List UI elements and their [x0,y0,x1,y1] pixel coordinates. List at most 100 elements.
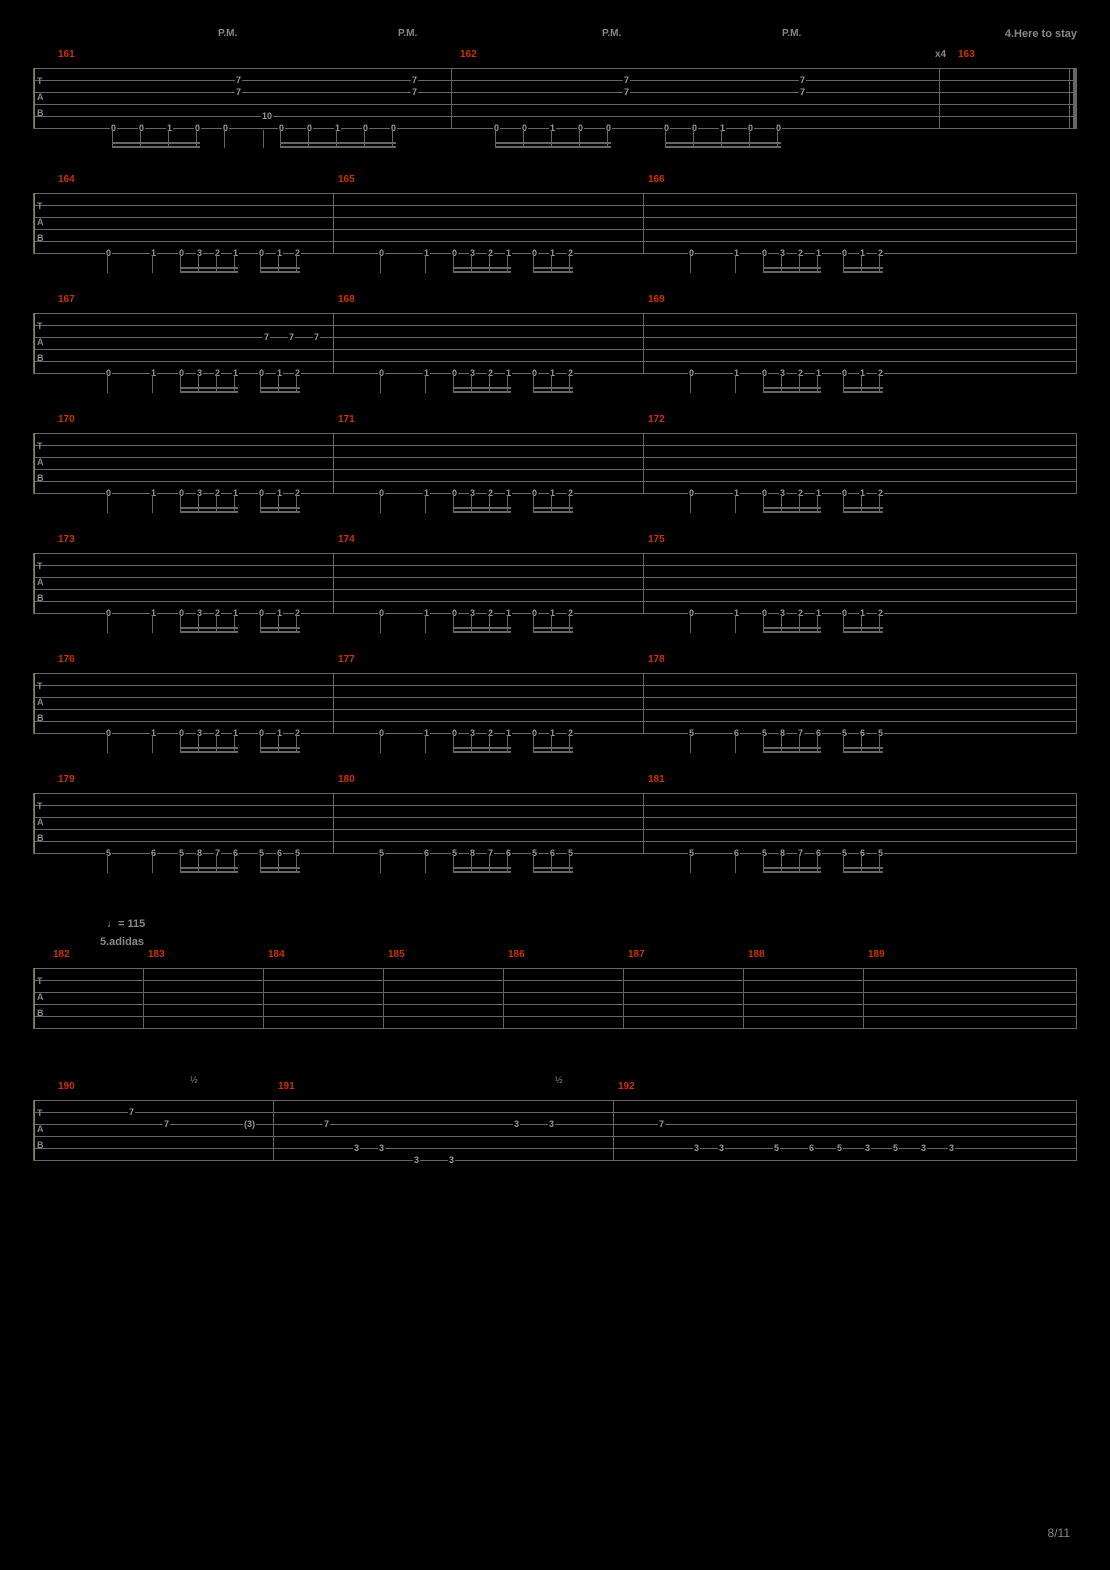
tab-system: TAB777710001000010077770010000100 [33,68,1077,148]
note-stem [425,255,426,273]
staff-line [33,673,1077,674]
staff-line [33,217,1077,218]
fret-number: 3 [378,1143,385,1153]
beam [533,511,573,513]
beam [763,631,821,633]
barline [1076,1100,1077,1160]
beam [180,267,238,269]
note-stem [690,255,691,273]
beam [843,267,883,269]
note-stem [380,495,381,513]
tab-system: TAB010321012010321012010321012777 [33,313,1077,393]
measure-number: 186 [508,949,525,960]
beam [280,142,396,144]
fret-number: 7 [235,87,242,97]
barline [333,553,334,613]
barline [743,968,744,1028]
beam [843,747,883,749]
beam [260,867,300,869]
pm-label: P.M. [398,28,417,39]
staff-line [33,361,1077,362]
beam [453,511,511,513]
beam [763,391,821,393]
barline [333,673,334,733]
barline [33,968,34,1028]
fret-number: 7 [623,87,630,97]
tab-clef-letter: B [37,233,44,243]
note-stem [380,735,381,753]
beam [843,627,883,629]
beam [260,751,300,753]
barline-end-inner [1069,68,1070,128]
beam [180,631,238,633]
barline [1076,968,1077,1028]
note-stem [380,615,381,633]
beam [453,631,511,633]
barline [1076,433,1077,493]
fret-number: 3 [548,1119,555,1129]
beam [180,507,238,509]
tab-clef-letter: T [37,801,43,811]
note-stem [425,615,426,633]
beam [763,271,821,273]
staff-line [33,1016,1077,1017]
staff-line [33,1028,1077,1029]
tab-clef-letter: T [37,561,43,571]
beam [260,747,300,749]
bend-label: ½ [555,1075,563,1085]
note-stem [152,615,153,633]
barline [643,193,644,253]
barline [643,673,644,733]
staff-line [33,337,1077,338]
tempo-marking: ♩= 115 [107,918,145,930]
barline [939,68,940,128]
beam [453,751,511,753]
tab-system: TAB010321012010321012010321012 [33,553,1077,633]
note-stem [107,375,108,393]
beam [453,271,511,273]
note-stem [380,855,381,873]
note-stem [152,255,153,273]
staff-line [33,805,1077,806]
measure-number: 177 [338,654,355,665]
measure-number: 173 [58,534,75,545]
staff-line [33,80,1077,81]
beam [453,507,511,509]
beam [180,387,238,389]
beam [843,751,883,753]
staff-line [33,445,1077,446]
beam [260,627,300,629]
staff-line [33,601,1077,602]
tab-system: TAB010321012010321012010321012 [33,433,1077,513]
barline [33,553,34,613]
beam [180,871,238,873]
note-stem [425,735,426,753]
note-stem [735,855,736,873]
fret-number: 7 [163,1119,170,1129]
repeat-x4-label: x4 [935,49,946,60]
note-stem [425,375,426,393]
fret-number: 7 [288,332,295,342]
tab-clef-letter: T [37,976,43,986]
section-label: 5.adidas [100,936,144,948]
tab-clef-letter: B [37,353,44,363]
fret-number: 3 [718,1143,725,1153]
staff-line [33,349,1077,350]
staff-line [33,1100,1077,1101]
staff-line [33,589,1077,590]
fret-number: 7 [658,1119,665,1129]
barline [33,68,34,128]
tab-clef-letter: A [37,217,44,227]
measure-number: 161 [58,49,75,60]
beam [763,751,821,753]
measure-number: 179 [58,774,75,785]
measure-number: 164 [58,174,75,185]
note-stem [690,375,691,393]
beam [533,631,573,633]
staff-line [33,193,1077,194]
beam [495,142,611,144]
beam [453,871,511,873]
fret-number: 7 [799,75,806,85]
bend-label: ½ [190,1075,198,1085]
fret-number: 10 [261,111,273,121]
